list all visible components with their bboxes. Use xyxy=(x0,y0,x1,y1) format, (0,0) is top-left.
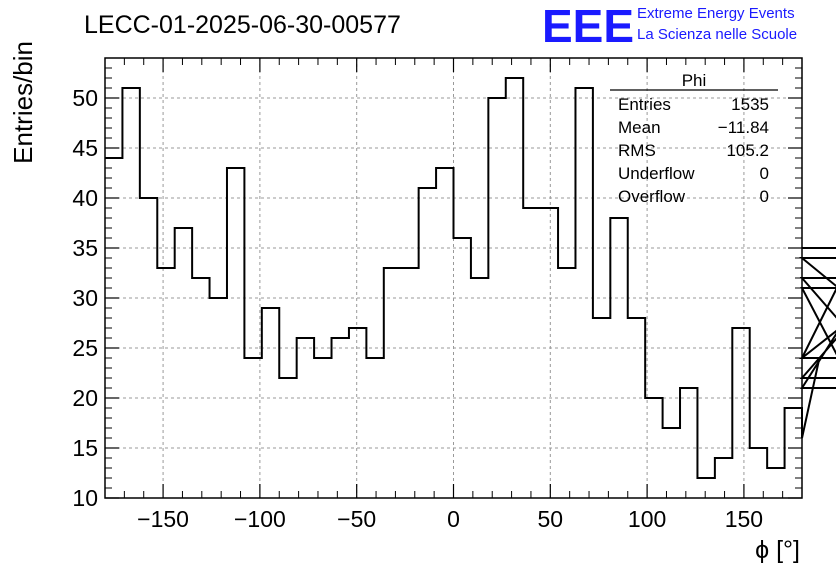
stats-row-value: 1535 xyxy=(731,95,769,114)
histogram-bin xyxy=(122,88,139,498)
logo-line2: La Scienza nelle Scuole xyxy=(637,26,797,43)
logo-mark: EEE xyxy=(542,0,634,52)
y-tick-label: 50 xyxy=(72,85,98,111)
histogram-bin xyxy=(349,328,366,498)
histogram-bin xyxy=(750,448,767,498)
histogram-bin xyxy=(332,338,349,498)
histogram-bin xyxy=(471,278,488,498)
x-tick-label: −50 xyxy=(337,506,376,532)
logo-line1: Extreme Energy Events xyxy=(637,5,795,22)
y-tick-label: 35 xyxy=(72,235,98,261)
histogram-bin xyxy=(680,388,697,498)
y-tick-label: 30 xyxy=(72,285,98,311)
histogram-bin xyxy=(297,338,314,498)
x-tick-label: −100 xyxy=(234,506,286,532)
histogram-bin xyxy=(244,358,261,498)
histogram-bin xyxy=(558,268,575,498)
histogram-bin xyxy=(140,198,157,498)
histogram-bin xyxy=(314,358,331,498)
histogram-bin xyxy=(593,318,610,498)
x-tick-label: 150 xyxy=(725,506,763,532)
x-axis-label: ϕ [°] xyxy=(755,536,800,564)
stats-row-value: 0 xyxy=(760,187,769,206)
histogram-bin xyxy=(645,398,662,498)
histogram-bin xyxy=(419,188,436,498)
histogram-bin xyxy=(192,278,209,498)
stats-rows: Entries 1535 Mean −11.84 RMS 105.2 Underflow 0 O… xyxy=(618,95,769,206)
y-tick-label: 20 xyxy=(72,385,98,411)
eee-logo: EEE Extreme Energy Events La Scienza nel… xyxy=(542,0,797,52)
histogram-bin xyxy=(715,458,732,498)
stats-row-value: 105.2 xyxy=(726,141,769,160)
histogram-bin xyxy=(279,378,296,498)
histogram-bin xyxy=(105,158,122,498)
stats-row-label: Mean xyxy=(618,118,661,137)
stats-row-label: Entries xyxy=(618,95,671,114)
x-tick-label: 0 xyxy=(447,506,460,532)
histogram-bin xyxy=(541,208,558,498)
stats-title: Phi xyxy=(682,71,707,90)
histogram-bin xyxy=(210,298,227,498)
histogram-bin xyxy=(401,268,418,498)
histogram-bin xyxy=(767,468,784,498)
plot-frame xyxy=(104,57,803,499)
histogram-bin xyxy=(732,328,749,498)
y-tick-label: 40 xyxy=(72,185,98,211)
stats-row-label: Underflow xyxy=(618,164,695,183)
histogram-bin xyxy=(262,308,279,498)
histogram-bin xyxy=(506,78,523,498)
y-tick-label: 25 xyxy=(72,335,98,361)
histogram-bin xyxy=(785,408,802,498)
histogram-bin xyxy=(366,358,383,498)
histogram-bin xyxy=(454,238,471,498)
stats-box: Phi Entries 1535 Mean −11.84 RMS 105.2 Underfl… xyxy=(610,71,778,206)
histogram-bin xyxy=(697,478,714,498)
histogram-bin xyxy=(227,168,244,498)
histogram-bin xyxy=(157,268,174,498)
stats-row-label: RMS xyxy=(618,141,656,160)
y-tick-label: 15 xyxy=(72,435,98,461)
x-tick-label: 100 xyxy=(628,506,666,532)
histogram-bins xyxy=(105,78,802,498)
histogram-bin xyxy=(488,98,505,498)
stats-row-value: 0 xyxy=(760,164,769,183)
histogram-bin xyxy=(628,318,645,498)
y-tick-label: 10 xyxy=(72,485,98,511)
stats-row-value: −11.84 xyxy=(718,118,769,137)
histogram-bin xyxy=(175,228,192,498)
y-axis-label: Entries/bin xyxy=(8,41,38,164)
x-tick-label: −150 xyxy=(137,506,189,532)
histogram-outline xyxy=(105,77,836,479)
histogram-bin xyxy=(523,208,540,498)
histogram-bin xyxy=(436,168,453,498)
histogram-bin xyxy=(663,428,680,498)
chart-title: LECC-01-2025-06-30-00577 xyxy=(84,11,401,39)
x-tick-label: 50 xyxy=(538,506,564,532)
histogram-bin xyxy=(384,268,401,498)
tick-labels: −150 −100 −50 0 50 100 150 10 15 20 25 30 35 40 45 50 xyxy=(72,85,763,532)
histogram-bin xyxy=(610,218,627,498)
y-tick-label: 45 xyxy=(72,135,98,161)
stats-row-label: Overflow xyxy=(618,187,686,206)
histogram-bin xyxy=(575,88,592,498)
